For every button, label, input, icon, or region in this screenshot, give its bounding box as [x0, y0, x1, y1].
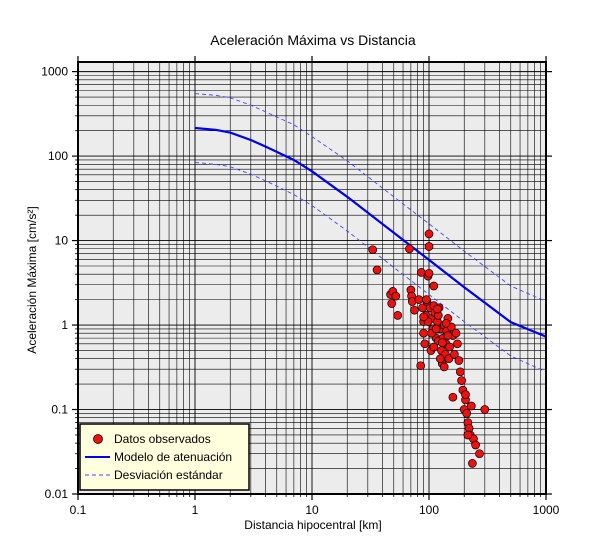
data-point — [451, 328, 461, 338]
legend-swatch-points — [93, 434, 103, 444]
data-point — [419, 312, 428, 322]
y-tick-label: 1 — [61, 318, 68, 332]
data-point — [448, 392, 458, 402]
series-layer — [194, 93, 547, 468]
data-point — [416, 361, 426, 371]
x-tick-label: 10 — [305, 503, 319, 517]
data-point — [387, 299, 397, 308]
legend: Datos observados Modelo de atenuación De… — [79, 423, 250, 491]
data-point — [471, 440, 480, 450]
x-tick-label: 1 — [192, 503, 199, 517]
data-point — [414, 295, 424, 304]
data-point — [424, 229, 434, 239]
deviation-line-2 — [194, 93, 547, 302]
data-point — [393, 311, 403, 320]
y-tick-labels: 0.01 0.1 1 10 100 1000 — [41, 65, 68, 501]
data-point — [433, 304, 442, 314]
data-point — [468, 459, 477, 468]
deviation-line-3 — [194, 162, 547, 373]
x-axis-label: Distancia hipocentral [km] — [244, 518, 381, 532]
data-point — [420, 339, 430, 349]
y-tick-label: 100 — [48, 149, 68, 163]
data-point — [450, 349, 459, 359]
data-point — [461, 390, 470, 399]
model-line — [194, 126, 547, 338]
legend-label-model: Modelo de atenuación — [114, 450, 232, 464]
data-point — [454, 356, 464, 365]
y-axis-label: Aceleración Máxima [cm/s²] — [25, 206, 39, 353]
data-point — [457, 376, 466, 385]
data-point — [480, 405, 490, 414]
y-tick-label: 1000 — [41, 65, 68, 79]
data-point — [443, 331, 453, 340]
data-point — [437, 338, 447, 347]
data-point — [435, 354, 445, 364]
x-tick-label: 100 — [419, 503, 439, 517]
data-point — [445, 342, 454, 352]
data-point — [439, 362, 449, 372]
data-point — [441, 318, 451, 328]
legend-label-deviation: Desviación estándar — [114, 468, 223, 482]
data-point — [453, 339, 462, 349]
data-point — [419, 328, 428, 338]
data-point — [372, 265, 382, 275]
y-tick-label: 0.01 — [45, 487, 69, 501]
legend-label-observed: Datos observados — [114, 432, 211, 446]
data-point — [368, 245, 378, 255]
y-tick-label: 0.1 — [51, 403, 68, 417]
data-point — [424, 242, 434, 251]
x-tick-labels: 0.1 1 10 100 1000 — [70, 503, 560, 517]
data-point — [429, 342, 439, 352]
x-tick-label: 1000 — [533, 503, 560, 517]
data-point — [431, 324, 441, 334]
data-point — [455, 367, 465, 377]
data-point — [422, 295, 431, 304]
data-point — [466, 401, 476, 411]
data-point — [462, 409, 472, 418]
x-tick-label: 0.1 — [70, 503, 87, 517]
data-point — [475, 449, 484, 459]
chart-title: Aceleración Máxima vs Distancia — [210, 32, 416, 48]
data-point — [424, 268, 434, 278]
data-point — [463, 430, 473, 440]
data-point — [429, 281, 439, 291]
data-point — [405, 244, 414, 254]
data-point — [391, 291, 401, 301]
data-point — [410, 305, 419, 315]
plot-frame — [77, 61, 547, 495]
y-tick-label: 10 — [55, 234, 69, 248]
